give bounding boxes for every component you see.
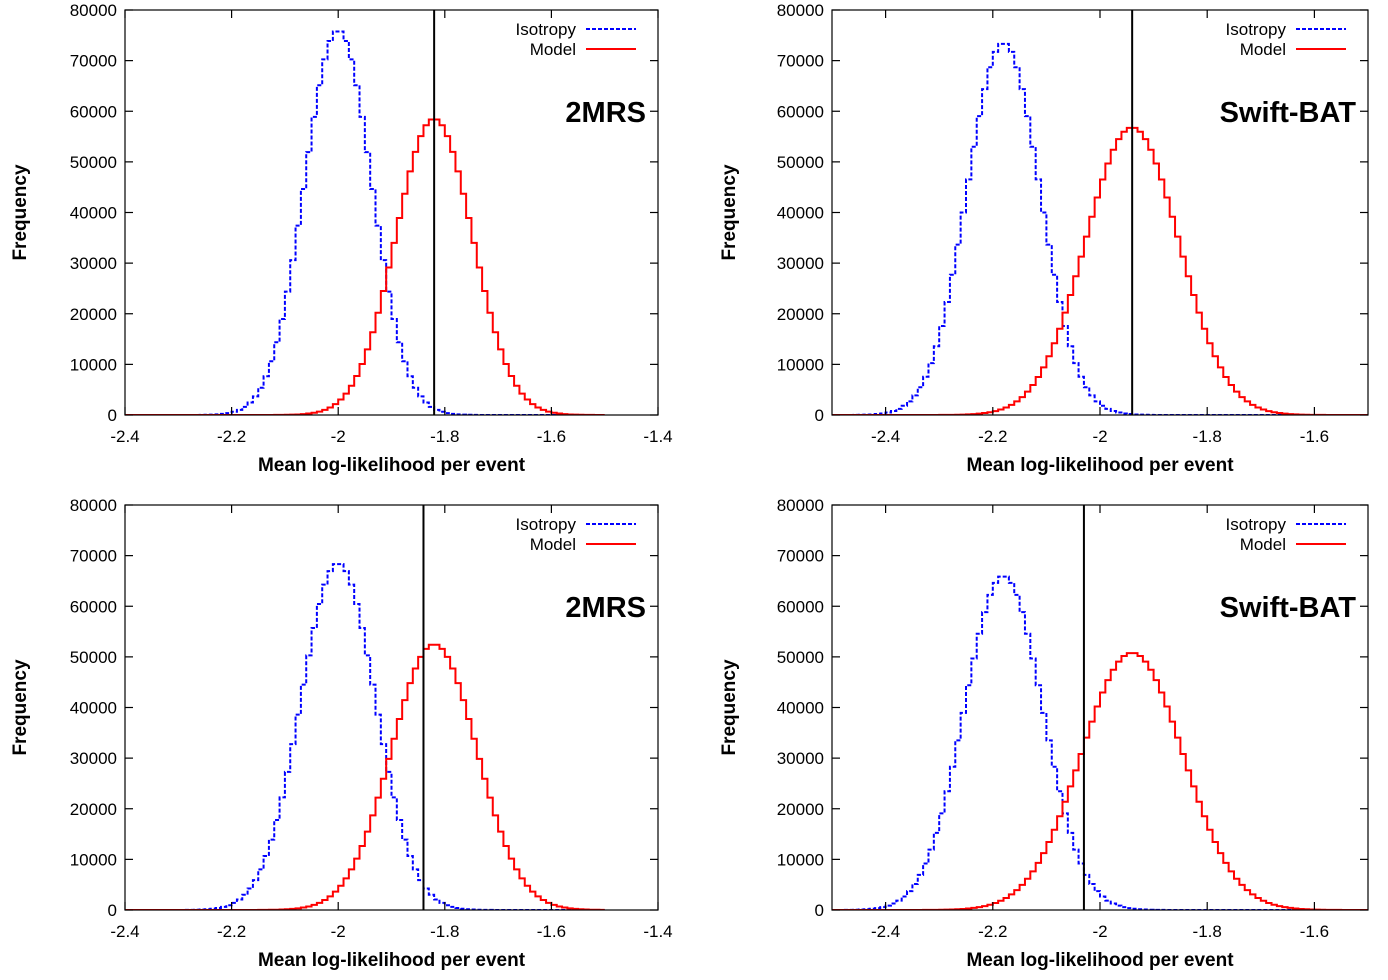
series-model-histogram bbox=[125, 118, 605, 415]
y-tick-label: 0 bbox=[815, 406, 824, 425]
y-tick-label: 60000 bbox=[70, 597, 117, 616]
x-tick-label: -1.8 bbox=[430, 427, 459, 446]
x-tick-label: -2.4 bbox=[110, 427, 139, 446]
series-model-histogram bbox=[125, 643, 605, 910]
y-tick-label: 30000 bbox=[70, 254, 117, 273]
x-tick-label: -2.4 bbox=[871, 922, 900, 941]
y-axis-title: Frequency bbox=[719, 164, 740, 261]
x-tick-label: -1.8 bbox=[1193, 427, 1222, 446]
y-axis-title: Frequency bbox=[10, 659, 31, 756]
y-tick-label: 50000 bbox=[70, 648, 117, 667]
x-tick-label: -1.6 bbox=[537, 922, 566, 941]
series-isotropy-histogram bbox=[832, 42, 1368, 415]
x-axis-title: Mean log-likelihood per event bbox=[258, 950, 526, 971]
y-tick-label: 70000 bbox=[777, 52, 824, 71]
plot-frame bbox=[831, 9, 1369, 416]
y-tick-label: 0 bbox=[815, 901, 824, 920]
legend-label: Isotropy bbox=[516, 20, 577, 39]
x-tick-label: -1.6 bbox=[537, 427, 566, 446]
x-tick-label: -2.2 bbox=[217, 922, 246, 941]
y-tick-label: 40000 bbox=[777, 204, 824, 223]
x-tick-label: -1.4 bbox=[643, 427, 672, 446]
legend-label: Model bbox=[530, 535, 576, 554]
y-tick-label: 10000 bbox=[70, 355, 117, 374]
y-tick-label: 20000 bbox=[70, 800, 117, 819]
series-model-histogram bbox=[832, 126, 1368, 415]
y-tick-label: 80000 bbox=[70, 496, 117, 515]
legend-label: Isotropy bbox=[1226, 515, 1287, 534]
x-axis-title: Mean log-likelihood per event bbox=[966, 455, 1234, 476]
y-tick-label: 50000 bbox=[70, 153, 117, 172]
x-tick-label: -2.4 bbox=[871, 427, 900, 446]
series-isotropy-histogram bbox=[832, 575, 1368, 910]
y-tick-label: 40000 bbox=[70, 699, 117, 718]
chart-panel-1: 0 10000 20000 30000 40000 50000 60000 70000 8000… bbox=[10, 1, 673, 476]
y-tick-label: 60000 bbox=[70, 102, 117, 121]
x-tick-label: -2 bbox=[1092, 427, 1107, 446]
y-tick-label: 30000 bbox=[70, 749, 117, 768]
y-tick-label: 50000 bbox=[777, 648, 824, 667]
y-tick-label: 30000 bbox=[777, 254, 824, 273]
x-tick-label: -2.2 bbox=[978, 922, 1007, 941]
x-tick-label: -1.6 bbox=[1300, 427, 1329, 446]
x-tick-label: -2.4 bbox=[110, 922, 139, 941]
y-tick-label: 20000 bbox=[777, 800, 824, 819]
y-tick-label: 60000 bbox=[777, 597, 824, 616]
panel-label: 2MRS bbox=[565, 97, 646, 129]
y-tick-label: 70000 bbox=[70, 547, 117, 566]
x-tick-label: -2 bbox=[331, 427, 346, 446]
y-tick-label: 20000 bbox=[777, 305, 824, 324]
x-tick-label: -1.6 bbox=[1300, 922, 1329, 941]
y-axis-title: Frequency bbox=[10, 164, 31, 261]
panel-label: Swift-BAT bbox=[1220, 97, 1357, 129]
chart-panel-3: 0 10000 20000 30000 40000 50000 60000 70000 8000… bbox=[10, 496, 673, 971]
y-axis-title: Frequency bbox=[719, 659, 740, 756]
x-tick-label: -1.8 bbox=[430, 922, 459, 941]
chart-panel-4: 0 10000 20000 30000 40000 50000 60000 70000 8000… bbox=[719, 496, 1369, 971]
y-tick-label: 0 bbox=[108, 406, 117, 425]
y-tick-label: 40000 bbox=[777, 699, 824, 718]
x-axis-title: Mean log-likelihood per event bbox=[966, 950, 1234, 971]
y-tick-label: 80000 bbox=[777, 1, 824, 20]
x-axis-title: Mean log-likelihood per event bbox=[258, 455, 526, 476]
legend-label: Isotropy bbox=[1226, 20, 1287, 39]
plot-frame bbox=[124, 9, 659, 416]
x-tick-label: -1.4 bbox=[643, 922, 672, 941]
y-tick-label: 80000 bbox=[70, 1, 117, 20]
y-tick-label: 10000 bbox=[777, 850, 824, 869]
y-tick-label: 10000 bbox=[777, 355, 824, 374]
chart-panel-2: 0 10000 20000 30000 40000 50000 60000 70000 8000… bbox=[719, 1, 1369, 476]
panel-label: Swift-BAT bbox=[1220, 592, 1357, 624]
legend-label: Model bbox=[530, 40, 576, 59]
y-tick-label: 10000 bbox=[70, 850, 117, 869]
legend-label: Model bbox=[1240, 40, 1286, 59]
x-tick-label: -2.2 bbox=[217, 427, 246, 446]
y-tick-label: 40000 bbox=[70, 204, 117, 223]
y-tick-label: 0 bbox=[108, 901, 117, 920]
y-tick-label: 60000 bbox=[777, 102, 824, 121]
x-tick-label: -2 bbox=[331, 922, 346, 941]
plot-frame bbox=[124, 504, 659, 911]
panel-label: 2MRS bbox=[565, 592, 646, 624]
x-tick-label: -2 bbox=[1092, 922, 1107, 941]
y-tick-label: 30000 bbox=[777, 749, 824, 768]
y-tick-label: 20000 bbox=[70, 305, 117, 324]
y-tick-label: 80000 bbox=[777, 496, 824, 515]
y-tick-label: 50000 bbox=[777, 153, 824, 172]
y-tick-label: 70000 bbox=[777, 547, 824, 566]
legend-label: Isotropy bbox=[516, 515, 577, 534]
x-tick-label: -2.2 bbox=[978, 427, 1007, 446]
x-tick-label: -1.8 bbox=[1193, 922, 1222, 941]
series-model-histogram bbox=[832, 652, 1368, 910]
legend-label: Model bbox=[1240, 535, 1286, 554]
series-isotropy-histogram bbox=[125, 563, 605, 910]
y-tick-label: 70000 bbox=[70, 52, 117, 71]
